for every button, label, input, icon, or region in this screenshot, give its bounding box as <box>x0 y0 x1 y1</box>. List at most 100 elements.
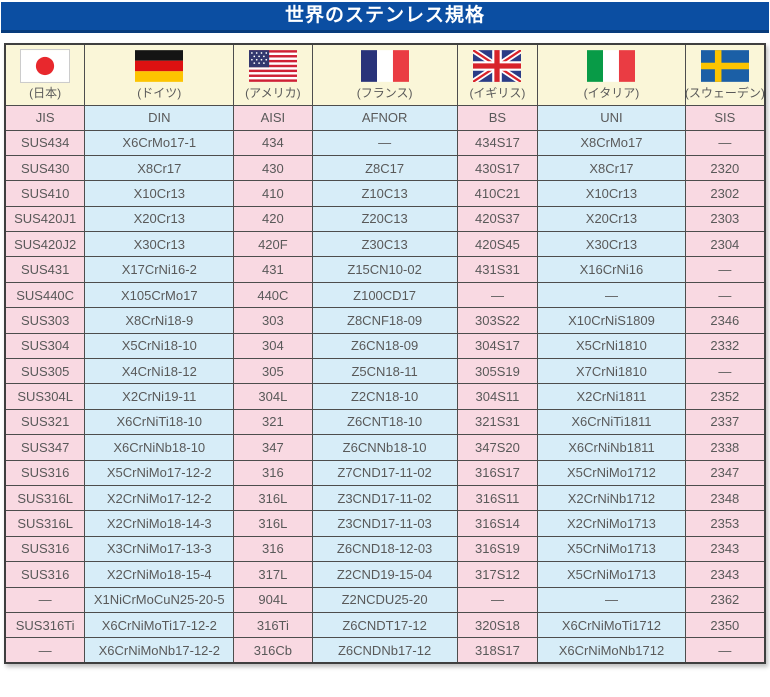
cell-afnor: Z2CN18-10 <box>311 383 458 410</box>
cell-uni: X5CrNiMo1713 <box>537 535 686 563</box>
cell-bs: 316S11 <box>456 484 539 512</box>
country-label: (イギリス) <box>469 86 526 101</box>
cell-aisi: 304 <box>233 332 313 360</box>
code-header-jis: JIS <box>4 104 86 131</box>
cell-afnor: Z15CN10-02 <box>311 256 458 283</box>
cell-bs: 347S20 <box>456 434 539 461</box>
cell-jis: SUS316 <box>4 535 86 563</box>
cell-din: X6CrMo17-1 <box>84 129 235 156</box>
cell-din: X2CrNiMo18-15-4 <box>84 561 235 588</box>
cell-uni: X8Cr17 <box>537 154 686 182</box>
uk-flag-icon <box>473 50 522 83</box>
cell-jis: SUS316 <box>4 459 86 486</box>
table-row: SUS440C X105CrMo17 440C Z100CD17— — — <box>4 281 766 309</box>
cell-jis: — <box>4 637 86 664</box>
standard-code-header-row: JIS DIN AISI AFNOR BS UNI SIS <box>4 104 766 131</box>
table-row: SUS347 X6CrNiNb18-10 347 Z6CNNb18-10 347S20 X… <box>4 434 766 461</box>
cell-aisi: 420F <box>233 231 313 258</box>
standards-table-body: SUS434 X6CrMo17-1 434—434S17 X8CrMo17— SUS43… <box>4 129 766 664</box>
cell-bs: 320S18 <box>456 611 539 639</box>
cell-aisi: 316Ti <box>233 611 313 639</box>
cell-bs: 430S17 <box>456 154 539 182</box>
cell-sis: 2302 <box>684 180 766 207</box>
cell-aisi: 420 <box>233 205 313 233</box>
column-header-sweden: (スウェーデン) <box>684 43 766 106</box>
cell-uni: X2CrNiMo1713 <box>537 510 686 537</box>
column-header-japan: (日本) <box>4 43 86 106</box>
column-header-france: (フランス) <box>311 43 458 106</box>
cell-afnor: Z30C13 <box>311 231 458 258</box>
cell-uni: X6CrNiNb1811 <box>537 434 686 461</box>
table-row: SUS316Ti X6CrNiMoTi17-12-2 316Ti Z6CNDT17-1… <box>4 611 766 639</box>
country-label: (フランス) <box>356 86 413 101</box>
cell-afnor: Z6CNT18-10 <box>311 408 458 436</box>
page-title: 世界のステンレス規格 <box>284 5 485 26</box>
cell-afnor: Z6CND18-12-03 <box>311 535 458 563</box>
cell-uni: X20Cr13 <box>537 205 686 233</box>
table-row: SUS321 X6CrNiTi18-10 321 Z6CNT18-10 321S31 X6… <box>4 408 766 436</box>
cell-bs: 316S17 <box>456 459 539 486</box>
cell-aisi: 304L <box>233 383 313 410</box>
cell-sis: 2348 <box>684 484 766 512</box>
cell-sis: — <box>684 129 766 156</box>
cell-din: X4CrNi18-12 <box>84 358 235 385</box>
cell-bs: 410C21 <box>456 180 539 207</box>
cell-uni: X10Cr13 <box>537 180 686 207</box>
cell-din: X5CrNiMo17-12-2 <box>84 459 235 486</box>
standards-table: (日本) (ドイツ) <box>4 43 766 665</box>
table-row: SUS303 X8CrNi18-9 303 Z8CNF18-09 303S22 X10Cr… <box>4 307 766 334</box>
cell-sis: — <box>684 281 766 309</box>
cell-afnor: Z10C13 <box>311 180 458 207</box>
cell-sis: — <box>684 256 766 283</box>
cell-sis: 2304 <box>684 231 766 258</box>
cell-afnor: Z20C13 <box>311 205 458 233</box>
france-flag-icon <box>360 50 409 83</box>
cell-uni: — <box>537 586 686 613</box>
cell-sis: — <box>684 358 766 385</box>
country-label: (アメリカ) <box>245 86 301 101</box>
code-header-afnor: AFNOR <box>311 104 458 131</box>
cell-sis: 2352 <box>684 383 766 410</box>
cell-bs: 305S19 <box>456 358 539 385</box>
standards-table-container: (日本) (ドイツ) <box>4 43 766 665</box>
cell-din: X6CrNiMoTi17-12-2 <box>84 611 235 639</box>
cell-bs: 420S45 <box>456 231 539 258</box>
cell-afnor: Z2CND19-15-04 <box>311 561 458 588</box>
cell-bs: 434S17 <box>456 129 539 156</box>
cell-aisi: 316 <box>233 459 313 486</box>
table-row: — X1NiCrMoCuN25-20-5 904L Z2NCDU25-20— —2362 <box>4 586 766 613</box>
cell-din: X17CrNi16-2 <box>84 256 235 283</box>
cell-jis: SUS316 <box>4 561 86 588</box>
table-row: SUS305 X4CrNi18-12 305 Z5CN18-11 305S19 X7CrN… <box>4 358 766 385</box>
cell-jis: SUS304 <box>4 332 86 360</box>
cell-uni: X5CrNiMo1713 <box>537 561 686 588</box>
cell-jis: SUS410 <box>4 180 86 207</box>
cell-afnor: Z5CN18-11 <box>311 358 458 385</box>
cell-din: X3CrNiMo17-13-3 <box>84 535 235 563</box>
cell-sis: 2346 <box>684 307 766 334</box>
cell-afnor: Z6CN18-09 <box>311 332 458 360</box>
cell-jis: SUS440C <box>4 281 86 309</box>
cell-uni: X6CrNiTi1811 <box>537 408 686 436</box>
cell-uni: X6CrNiMoNb1712 <box>537 637 686 664</box>
cell-aisi: 316Cb <box>233 637 313 664</box>
cell-jis: SUS347 <box>4 434 86 461</box>
cell-afnor: Z100CD17 <box>311 281 458 309</box>
cell-aisi: 430 <box>233 154 313 182</box>
cell-jis: SUS304L <box>4 383 86 410</box>
cell-bs: 316S19 <box>456 535 539 563</box>
japan-flag-icon <box>20 49 71 84</box>
cell-jis: SUS430 <box>4 154 86 182</box>
cell-din: X6CrNiMoNb17-12-2 <box>84 637 235 664</box>
cell-din: X6CrNiTi18-10 <box>84 408 235 436</box>
cell-jis: SUS305 <box>4 358 86 385</box>
cell-din: X20Cr13 <box>84 205 235 233</box>
cell-aisi: 410 <box>233 180 313 207</box>
cell-afnor: Z8C17 <box>311 154 458 182</box>
table-row: SUS316 X5CrNiMo17-12-2 316 Z7CND17-11-02 316… <box>4 459 766 486</box>
cell-din: X2CrNi19-11 <box>84 383 235 410</box>
country-label: (スウェーデン) <box>685 86 765 101</box>
cell-aisi: 305 <box>233 358 313 385</box>
column-header-usa: (アメリカ) <box>233 43 313 106</box>
cell-bs: 316S14 <box>456 510 539 537</box>
